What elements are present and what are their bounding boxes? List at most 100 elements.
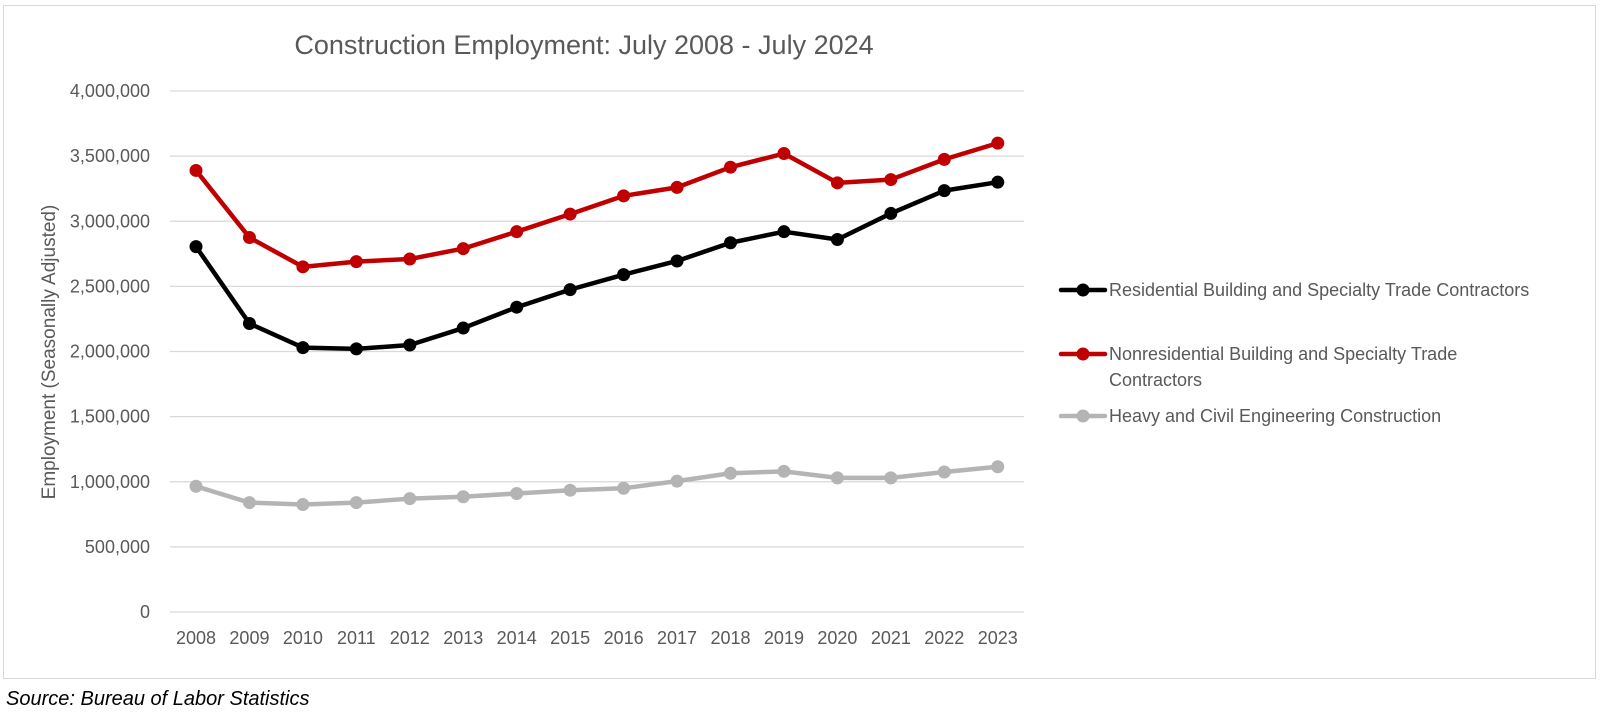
legend-label-line: Contractors [1109,370,1202,390]
data-point [510,300,524,314]
data-point [189,240,203,254]
data-point [456,242,470,256]
data-point [296,341,310,355]
legend-label-line: Nonresidential Building and Specialty Tr… [1109,344,1457,364]
data-point [563,207,577,221]
data-point [830,471,844,485]
legend-label-line: Residential Building and Specialty Trade… [1109,280,1529,300]
legend-item-1: Residential Building and Specialty Trade… [1058,280,1529,300]
x-tick-label: 2010 [283,628,323,648]
data-point [884,206,898,220]
y-tick-label: 1,500,000 [70,407,150,427]
data-point [777,464,791,478]
data-point [242,496,256,510]
data-point [991,136,1005,150]
data-point [937,152,951,166]
data-point [830,232,844,246]
data-point [403,252,417,266]
chart-title: Construction Employment: July 2008 - Jul… [294,30,873,60]
legend-swatch-marker [1076,283,1090,297]
data-point [563,483,577,497]
data-point [884,471,898,485]
legend-item-2: Nonresidential Building and Specialty Tr… [1058,344,1457,390]
data-point [937,184,951,198]
x-tick-label: 2014 [497,628,537,648]
legend-swatch-marker [1076,347,1090,361]
x-axis-ticks: 2008 2009 2010 2011 2012 2013 2014 2015 2016 2017… [176,628,1018,648]
x-tick-label: 2008 [176,628,216,648]
y-tick-label: 3,500,000 [70,146,150,166]
x-tick-label: 2011 [337,628,376,648]
data-point [617,481,631,495]
legend-label-line: Heavy and Civil Engineering Construction [1109,406,1441,426]
series-1 [189,175,1005,356]
data-point [670,254,684,268]
data-point [296,498,310,512]
source-note: Source: Bureau of Labor Statistics [6,688,310,710]
y-tick-label: 4,000,000 [70,81,150,101]
legend-label: Nonresidential Building and Specialty Tr… [1109,344,1457,390]
data-point [670,180,684,194]
x-tick-label: 2019 [764,628,804,648]
x-tick-label: 2021 [871,628,911,648]
data-point [510,225,524,239]
x-tick-label: 2016 [604,628,644,648]
y-axis-ticks: 0 500,000 1,000,000 1,500,000 2,000,000 2,500… [70,81,150,622]
data-point [563,283,577,297]
series-2 [189,136,1005,274]
x-tick-label: 2017 [657,628,697,648]
legend-item-3: Heavy and Civil Engineering Construction [1058,406,1441,426]
data-point [349,496,363,510]
x-tick-label: 2023 [978,628,1018,648]
y-tick-label: 0 [140,602,150,622]
series-line [193,140,1000,270]
data-point [937,465,951,479]
data-point [724,160,737,174]
data-point [830,176,844,190]
data-point [349,255,363,269]
data-point [403,338,417,352]
series-3 [189,460,1005,512]
y-tick-label: 3,000,000 [70,211,150,231]
data-point [510,486,524,500]
data-point [189,479,203,493]
legend: Residential Building and Specialty Trade… [1058,280,1529,426]
data-point [884,173,898,187]
series-line [193,179,1000,352]
data-point [403,492,417,506]
chart-frame: Construction Employment: July 2008 - Jul… [3,5,1596,679]
line-chart: Construction Employment: July 2008 - Jul… [39,30,1529,648]
x-tick-label: 2020 [817,628,857,648]
data-point [991,460,1005,474]
data-point [724,466,737,480]
data-point [724,236,737,250]
x-tick-label: 2009 [229,628,269,648]
series-line [193,464,1000,507]
data-point [617,189,631,203]
x-tick-label: 2013 [443,628,483,648]
legend-label: Heavy and Civil Engineering Construction [1109,406,1441,426]
data-point [456,490,470,504]
y-axis-label: Employment (Seasonally Adjusted) [39,205,60,500]
data-point [670,474,684,488]
x-tick-label: 2015 [550,628,590,648]
x-tick-label: 2018 [710,628,750,648]
x-tick-label: 2022 [924,628,964,648]
legend-label: Residential Building and Specialty Trade… [1109,280,1529,300]
data-point [349,342,363,356]
y-tick-label: 500,000 [85,537,150,557]
data-point [242,231,256,245]
gridlines [170,90,1024,613]
data-point [189,163,203,177]
x-tick-label: 2012 [390,628,430,648]
data-point [456,321,470,335]
legend-swatch-marker [1076,409,1090,423]
y-tick-label: 1,000,000 [70,472,150,492]
data-point [296,260,310,274]
data-point [777,147,791,161]
series-lines [189,136,1005,512]
data-point [242,316,256,330]
y-tick-label: 2,500,000 [70,276,150,296]
data-point [777,225,791,239]
data-point [617,268,631,282]
